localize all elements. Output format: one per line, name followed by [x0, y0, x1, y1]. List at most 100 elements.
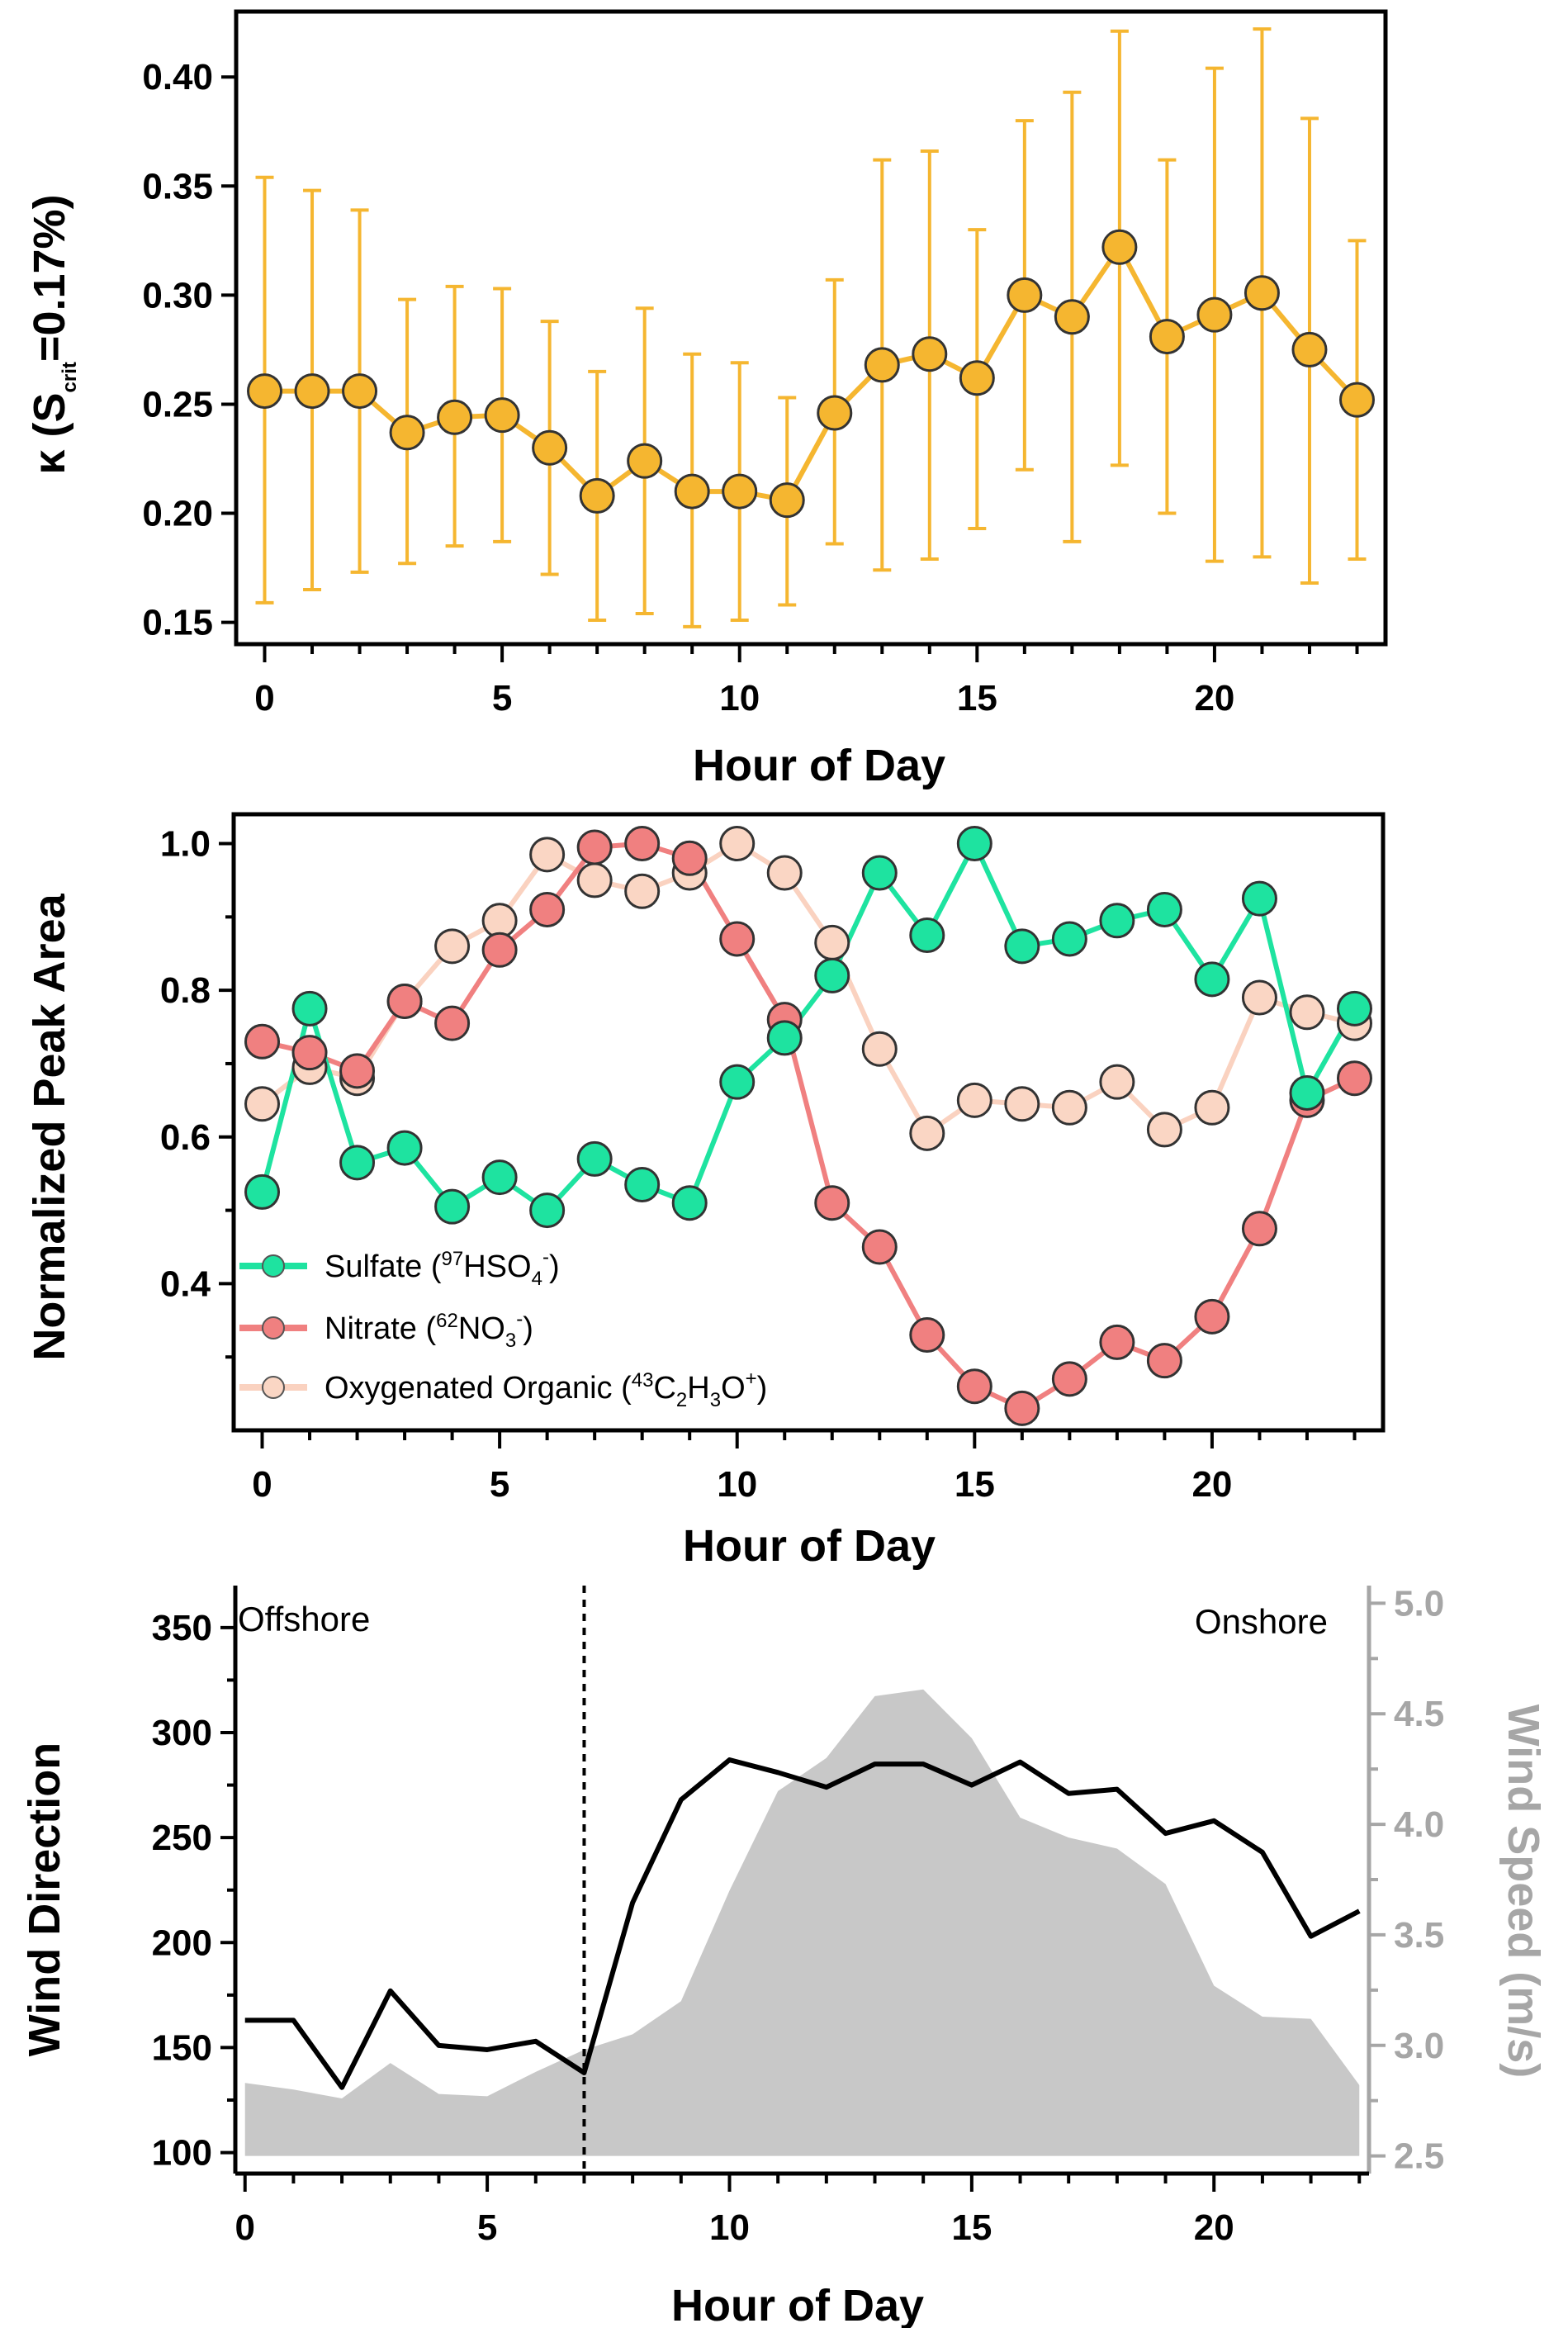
- oxygenated-organic-point: [529, 837, 566, 873]
- wind-direction-y-tick-label: 350: [152, 1608, 212, 1648]
- oxygenated-organic-point: [434, 928, 471, 965]
- wind-axes: 100 150 200 250 300 350 2.5 3.0 3.5 4.0 4.5 5.0 0 5 10…: [152, 1583, 1445, 2248]
- nitrate-point: [814, 1185, 850, 1221]
- sulfate-point: [1336, 990, 1372, 1027]
- nitrate-point: [956, 1368, 992, 1405]
- legend-item-oxygenated-organic: Oxygenated Organic (43C2H3O+): [239, 1368, 767, 1411]
- peak-area-x-tick-label: 10: [717, 1464, 757, 1505]
- kappa-point: [722, 473, 758, 510]
- kappa-plot-frame: [234, 9, 1388, 647]
- sulfate-point: [386, 1130, 423, 1166]
- kappa-point: [769, 482, 805, 519]
- peak-area-y-axis-title: Normalized Peak Area: [25, 893, 74, 1360]
- kappa-plot-area: [247, 27, 1375, 628]
- sulfate-point: [861, 855, 898, 891]
- wind-speed-y-tick-label: 3.5: [1394, 1915, 1444, 1956]
- nitrate-point: [1004, 1390, 1040, 1426]
- wind-speed-y-tick-label: 5.0: [1394, 1583, 1444, 1624]
- offshore-label: Offshore: [238, 1600, 370, 1638]
- wind-panel: 100 150 200 250 300 350 2.5 3.0 3.5 4.0 4.5 5.0 0 5 10…: [20, 1583, 1548, 2328]
- peak-area-y-tick-label: 1.0: [160, 824, 211, 865]
- oxygenated-organic-point: [576, 862, 613, 898]
- kappa-point: [1291, 331, 1328, 367]
- kappa-x-tick-label: 5: [492, 678, 512, 718]
- kappa-point: [294, 373, 330, 410]
- sulfate-point: [1289, 1074, 1325, 1111]
- oxygenated-organic-point: [1194, 1089, 1230, 1126]
- kappa-point: [1101, 229, 1138, 265]
- sulfate-point: [481, 1159, 518, 1196]
- peak-area-x-tick-label: 5: [490, 1464, 509, 1505]
- kappa-y-tick-label: 0.30: [142, 275, 213, 315]
- oxygenated-organic-point: [719, 826, 756, 862]
- oxygenated-organic-point: [814, 924, 850, 960]
- sulfate-point: [1241, 880, 1277, 917]
- peak-area-x-axis-title: Hour of Day: [683, 1521, 936, 1571]
- wind-direction-line: [244, 1757, 1361, 2090]
- wind-x-tick-label: 20: [1194, 2207, 1234, 2248]
- kappa-point: [389, 415, 425, 451]
- sulfate-point: [291, 990, 328, 1027]
- kappa-point: [674, 473, 710, 510]
- kappa-point: [1007, 277, 1043, 313]
- kappa-x-axis-title: Hour of Day: [693, 741, 945, 790]
- nitrate-point: [861, 1229, 898, 1265]
- nitrate-point: [1099, 1324, 1135, 1360]
- nitrate-point: [1194, 1298, 1230, 1335]
- nitrate-point: [291, 1035, 328, 1071]
- wind-x-axis-title: Hour of Day: [671, 2281, 924, 2328]
- wind-direction-y-tick-label: 300: [152, 1713, 212, 1753]
- kappa-y-tick-label: 0.15: [142, 603, 213, 643]
- kappa-y-axis-title: κ (Scrit=0.17%): [25, 194, 81, 474]
- nitrate-point: [1051, 1361, 1087, 1397]
- oxygenated-organic-point: [1099, 1064, 1135, 1100]
- oxygenated-organic-point: [1051, 1089, 1087, 1126]
- legend-label-nitrate: Nitrate (62NO3-): [324, 1308, 533, 1352]
- sulfate-point: [1004, 928, 1040, 965]
- nitrate-point: [1336, 1060, 1372, 1097]
- nitrate-point: [1146, 1343, 1182, 1379]
- kappa-x-tick-label: 10: [719, 678, 760, 718]
- sulfate-point: [434, 1188, 471, 1225]
- wind-direction-y-tick-label: 200: [152, 1923, 212, 1963]
- nitrate-point: [624, 826, 661, 862]
- kappa-point: [1149, 319, 1185, 355]
- wind-speed-y-tick-label: 2.5: [1394, 2136, 1444, 2177]
- kappa-y-tick-label: 0.20: [142, 494, 213, 534]
- kappa-y-tick-label: 0.35: [142, 166, 213, 206]
- onshore-label: Onshore: [1195, 1602, 1328, 1641]
- legend-label-sulfate: Sulfate (97HSO4-): [324, 1246, 560, 1290]
- sulfate-point: [576, 1140, 613, 1177]
- sulfate-point: [244, 1173, 281, 1210]
- wind-speed-y-tick-label: 4.0: [1394, 1804, 1444, 1845]
- wind-x-tick-label: 0: [234, 2207, 254, 2248]
- wind-speed-area: [244, 1689, 1360, 2156]
- wind-direction-y-tick-label: 150: [152, 2027, 212, 2068]
- kappa-point: [532, 429, 568, 466]
- nitrate-point: [529, 891, 566, 927]
- sulfate-point: [339, 1145, 376, 1181]
- kappa-point: [817, 395, 853, 431]
- peak-area-panel: 0.4 0.6 0.8 1.0 0 5 10 15 20 Hour of Day Normali…: [25, 812, 1386, 1571]
- wind-speed-y-tick-label: 3.0: [1394, 2026, 1444, 2066]
- sulfate-point: [719, 1064, 756, 1100]
- sulfate-point: [814, 957, 850, 993]
- wind-plot-area: [244, 1586, 1361, 2174]
- kappa-point: [1196, 296, 1233, 333]
- kappa-point: [1338, 382, 1375, 418]
- peak-area-y-tick-label: 0.6: [160, 1117, 211, 1158]
- legend: Sulfate (97HSO4-) Nitrate (62NO3-) Oxyge…: [239, 1246, 767, 1411]
- kappa-point: [912, 336, 948, 372]
- sulfate-point: [1051, 921, 1087, 957]
- nitrate-point: [339, 1053, 376, 1089]
- wind-speed-y-tick-label: 4.5: [1394, 1694, 1444, 1734]
- sulfate-series-line: [259, 837, 1357, 1214]
- oxygenated-organic-point: [909, 1115, 945, 1151]
- peak-area-x-tick-label: 15: [955, 1464, 995, 1505]
- kappa-y-tick-label: 0.40: [142, 57, 213, 97]
- peak-area-x-tick-label: 0: [252, 1464, 272, 1505]
- nitrate-point: [244, 1023, 281, 1060]
- oxygenated-organic-point: [766, 855, 803, 891]
- kappa-point: [864, 347, 900, 383]
